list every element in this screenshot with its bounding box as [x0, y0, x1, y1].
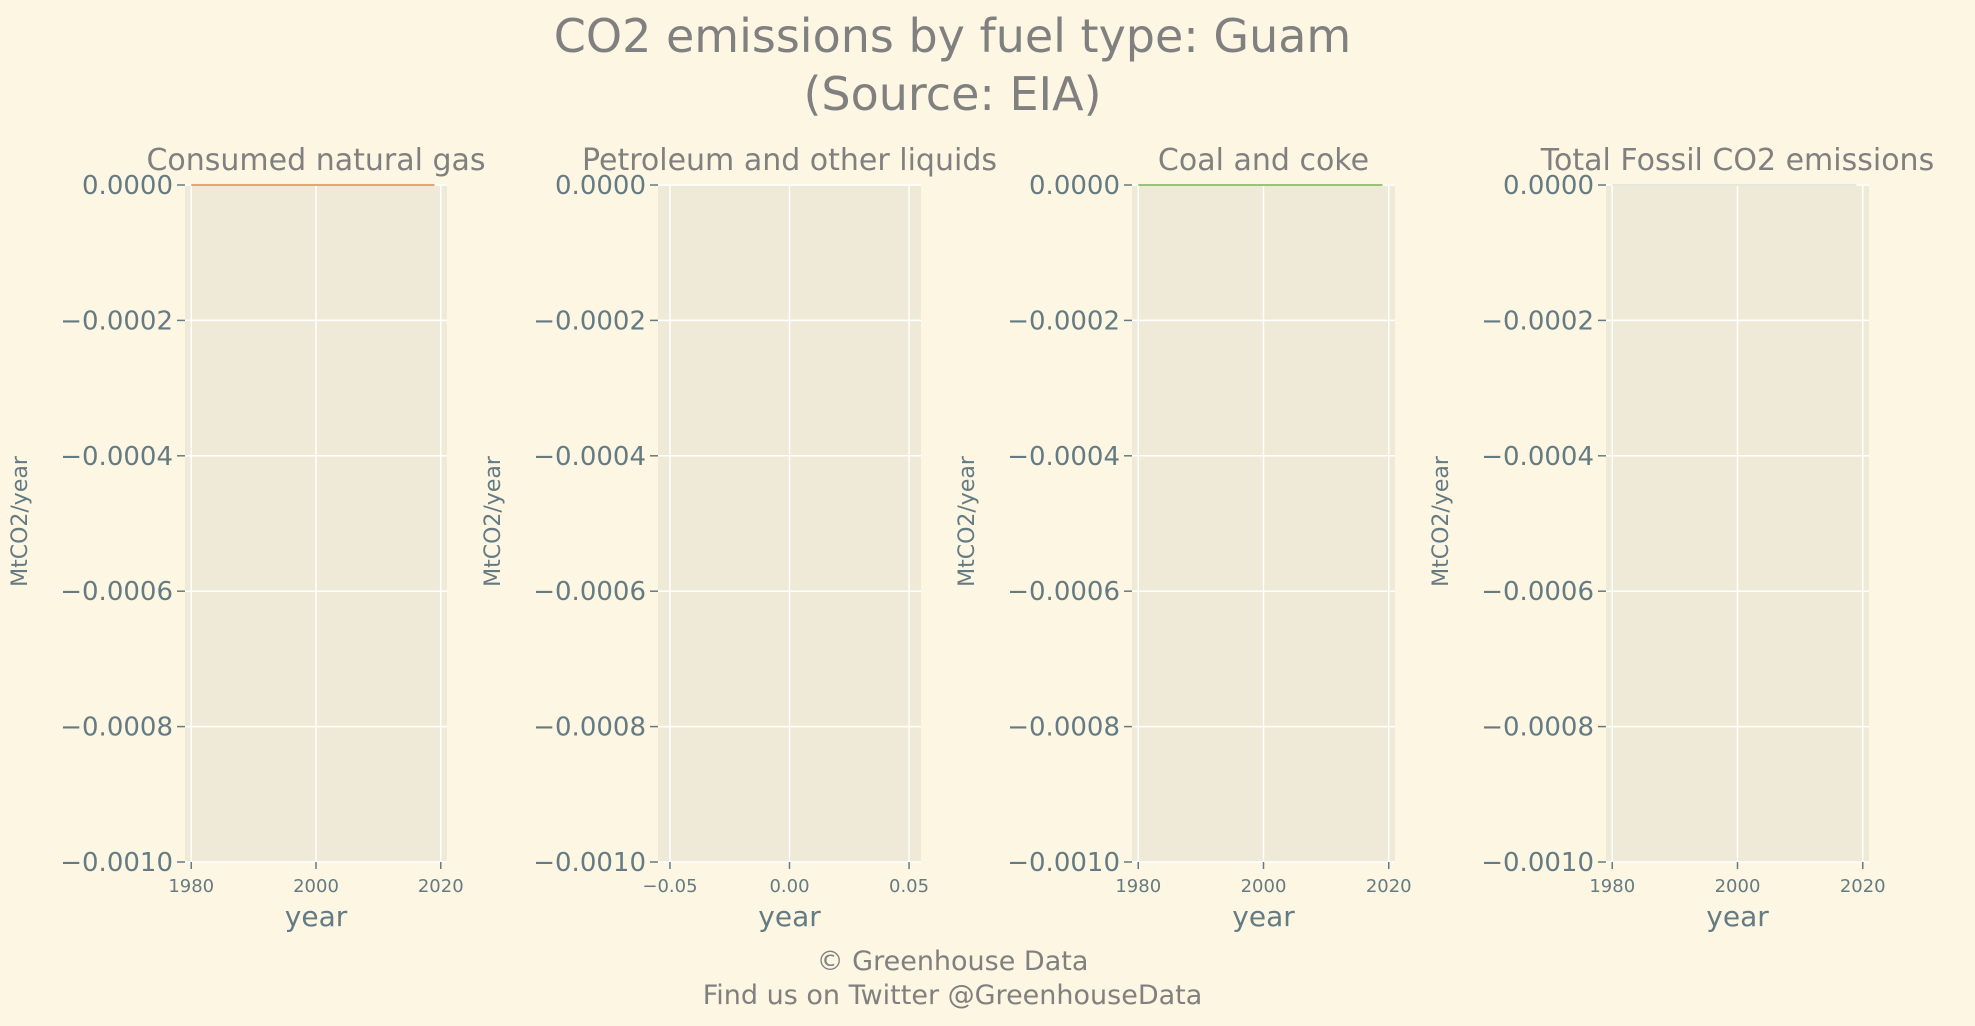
y-axis-label: MtCO2/year — [481, 455, 506, 587]
y-tick-label: −0.0010 — [60, 848, 173, 878]
y-tick-label: −0.0004 — [60, 442, 173, 472]
y-tick-label: 0.0000 — [555, 171, 646, 201]
footer-copyright: © Greenhouse Data — [816, 946, 1089, 977]
y-tick-label: −0.0004 — [1481, 442, 1594, 472]
subplot-1: 0.0000 −0.0002 −0.0004 −0.0006 −0.0008 −0.001… — [8, 143, 486, 933]
x-tick-label: 2020 — [1840, 876, 1886, 897]
y-tick-label: −0.0002 — [1007, 306, 1120, 336]
y-tick-label: −0.0010 — [1481, 848, 1594, 878]
y-tick-label: −0.0006 — [533, 577, 646, 607]
y-axis-label: MtCO2/year — [1429, 455, 1454, 587]
y-tick-label: −0.0004 — [533, 442, 646, 472]
y-tick-label: 0.0000 — [82, 171, 173, 201]
y-tick-label: −0.0006 — [1481, 577, 1594, 607]
x-axis-label: year — [285, 900, 348, 933]
subplot-2: 0.0000 −0.0002 −0.0004 −0.0006 −0.0008 −0.001… — [481, 143, 997, 933]
y-axis-label: MtCO2/year — [8, 455, 33, 587]
y-tick-label: 0.0000 — [1503, 171, 1594, 201]
x-tick-label: −0.05 — [642, 876, 697, 897]
figure-title: CO2 emissions by fuel type: Guam — [553, 9, 1352, 63]
x-tick-label: 0.00 — [769, 876, 809, 897]
footer-twitter: Find us on Twitter @GreenhouseData — [702, 980, 1203, 1011]
y-tick-label: −0.0002 — [533, 306, 646, 336]
subplot-4: 0.0000 −0.0002 −0.0004 −0.0006 −0.0008 −0.001… — [1429, 143, 1934, 933]
subplot-3: 0.0000 −0.0002 −0.0004 −0.0006 −0.0008 −0.001… — [955, 143, 1412, 933]
y-tick-label: −0.0010 — [1007, 848, 1120, 878]
y-tick-label: −0.0010 — [533, 848, 646, 878]
y-tick-label: −0.0008 — [1481, 713, 1594, 743]
y-tick-label: −0.0008 — [1007, 713, 1120, 743]
y-tick-label: −0.0002 — [1481, 306, 1594, 336]
y-tick-label: 0.0000 — [1029, 171, 1120, 201]
x-tick-label: 2020 — [418, 876, 464, 897]
x-tick-label: 0.05 — [889, 876, 929, 897]
subplot-title: Coal and coke — [1158, 143, 1369, 178]
x-tick-label: 1980 — [1115, 876, 1161, 897]
x-tick-label: 2020 — [1366, 876, 1412, 897]
x-axis-label: year — [1232, 900, 1295, 933]
subplot-title: Consumed natural gas — [146, 143, 485, 178]
x-tick-label: 2000 — [1715, 876, 1761, 897]
y-tick-label: −0.0004 — [1007, 442, 1120, 472]
x-axis-label: year — [758, 900, 821, 933]
y-tick-label: −0.0006 — [1007, 577, 1120, 607]
y-tick-label: −0.0008 — [533, 713, 646, 743]
y-tick-label: −0.0008 — [60, 713, 173, 743]
y-tick-label: −0.0002 — [60, 306, 173, 336]
y-tick-label: −0.0006 — [60, 577, 173, 607]
figure-subtitle: (Source: EIA) — [803, 67, 1102, 121]
x-tick-label: 1980 — [168, 876, 214, 897]
x-axis-label: year — [1706, 900, 1769, 933]
subplot-title: Total Fossil CO2 emissions — [1540, 143, 1934, 178]
subplot-title: Petroleum and other liquids — [582, 143, 997, 178]
y-axis-label: MtCO2/year — [955, 455, 980, 587]
x-tick-label: 1980 — [1589, 876, 1635, 897]
x-tick-label: 2000 — [1241, 876, 1287, 897]
x-tick-label: 2000 — [293, 876, 339, 897]
